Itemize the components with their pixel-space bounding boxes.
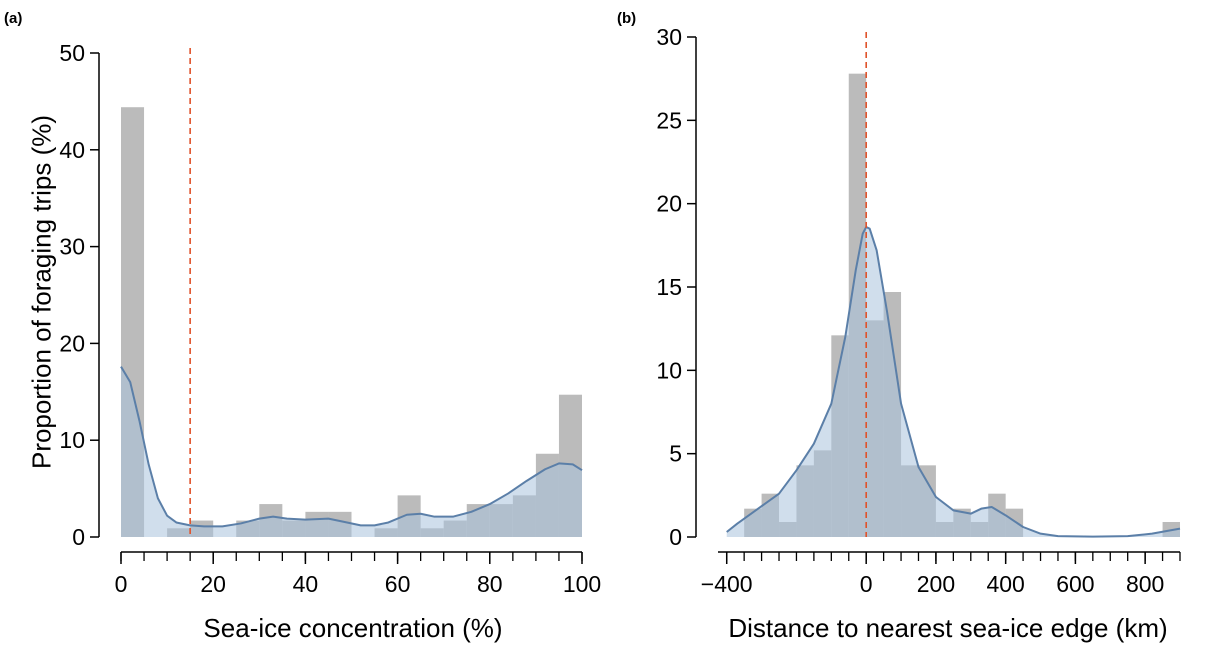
y-tick-label: 0 [72, 524, 85, 550]
y-axis-label-a: Proportion of foraging trips (%) [26, 114, 57, 470]
x-tick-label: 20 [200, 571, 226, 597]
x-tick-label: 400 [986, 571, 1024, 597]
density-line [726, 226, 1181, 538]
density-line [120, 366, 583, 528]
x-tick-label: −400 [701, 571, 753, 597]
y-tick-label: 30 [656, 24, 682, 50]
chart-panel-a: 0 10 20 30 40 50 0 20 40 60 80 100 [59, 40, 601, 597]
y-tick-label: 40 [59, 137, 85, 163]
chart-panel-b: 0 5 10 15 20 25 30 −400 0 200 400 600 800 [656, 24, 1181, 597]
x-axis-label-b: Distance to nearest sea-ice edge (km) [728, 613, 1168, 643]
x-tick-label: 100 [563, 571, 601, 597]
y-tick-label: 10 [656, 357, 682, 383]
y-tick-label: 20 [656, 191, 682, 217]
y-tick-label: 50 [59, 40, 85, 66]
x-tick-label: 200 [917, 571, 955, 597]
x-tick-label: 40 [293, 571, 319, 597]
y-tick-label: 15 [656, 274, 682, 300]
density-area [121, 366, 582, 537]
panel-a-letter: (a) [4, 10, 23, 27]
y-tick-label: 25 [656, 107, 682, 133]
y-tick-label: 0 [669, 524, 682, 550]
x-tick-label: 0 [115, 571, 128, 597]
panel-b-letter: (b) [617, 10, 637, 27]
x-tick-label: 80 [477, 571, 503, 597]
x-tick-label: 60 [385, 571, 411, 597]
x-tick-label: 800 [1126, 571, 1164, 597]
x-axis-label-a: Sea-ice concentration (%) [203, 613, 503, 643]
density-area [726, 227, 1180, 537]
x-tick-label: 0 [860, 571, 873, 597]
y-tick-label: 20 [59, 330, 85, 356]
y-tick-label: 10 [59, 427, 85, 453]
y-tick-label: 5 [669, 441, 682, 467]
y-tick-label: 30 [59, 234, 85, 260]
x-tick-label: 600 [1056, 571, 1094, 597]
